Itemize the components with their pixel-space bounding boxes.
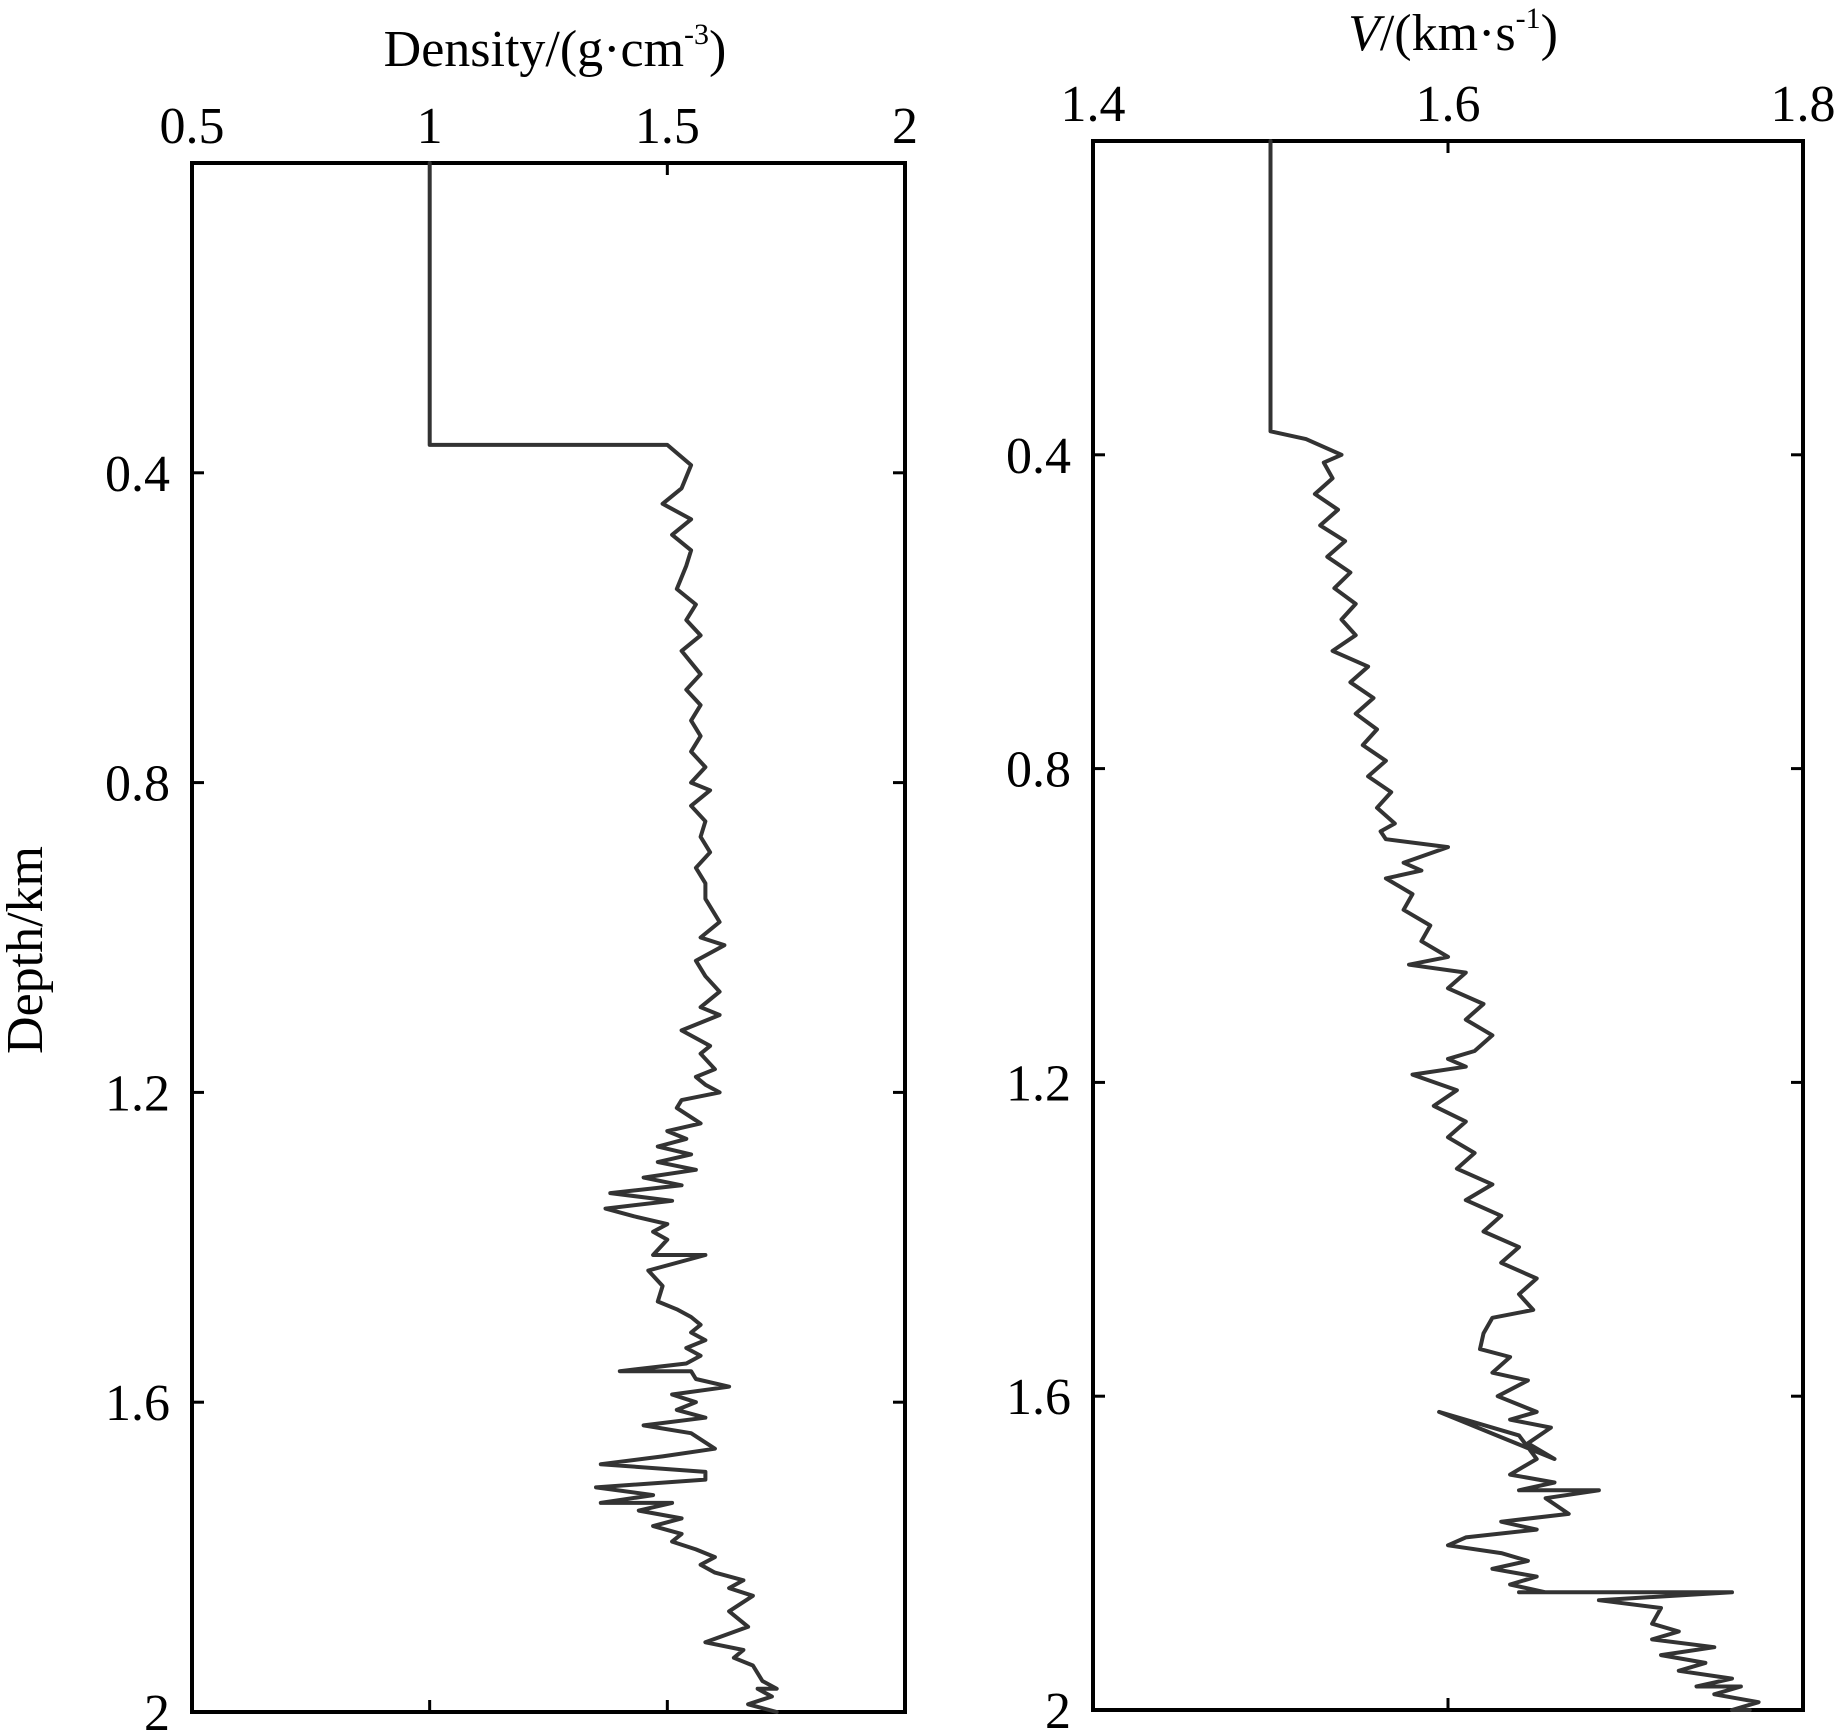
density-ticks: 0.5 1 1.5 2 0.4 0.8 1.2 1.6 2 [105,98,918,1731]
velocity-ytick-label: 1.2 [1006,1055,1071,1112]
density-ytick-label: 1.2 [105,1065,170,1122]
velocity-ytick-label: 0.8 [1006,742,1071,799]
density-plot-area [190,161,907,1714]
density-ytick-label: 0.8 [105,756,170,813]
density-xtick-label: 1.5 [635,98,700,155]
velocity-ytick-label: 1.6 [1006,1369,1071,1426]
density-series-line [427,161,779,1714]
velocity-xtick-label: 1.6 [1416,76,1481,133]
velocity-ytick-label: 0.4 [1006,428,1071,485]
density-ytick-label: 2 [144,1685,170,1731]
velocity-ytick-label: 2 [1045,1683,1071,1731]
density-xtick-label: 2 [892,98,918,155]
density-ytick-label: 0.4 [105,446,170,503]
velocity-xtick-label: 1.4 [1061,76,1126,133]
velocity-xtick-label: 1.8 [1771,76,1836,133]
depth-axis-title: Depth/km [0,846,54,1054]
velocity-axes-frame [1091,139,1805,1712]
density-xtick-label: 1 [417,98,443,155]
density-panel: Density/(g·cm-3) 0.5 1 1.5 2 0.4 0.8 1.2 1.6 2 [105,18,918,1731]
density-ytick-label: 1.6 [105,1375,170,1432]
velocity-panel: V/(km·s-1) 1.4 1.6 1.8 0.4 0.8 1.2 1.6 2 [1006,2,1836,1731]
velocity-series-line [1268,139,1761,1712]
velocity-plot-area [1091,139,1805,1712]
velocity-axis-title: V/(km·s-1) [1348,2,1558,62]
velocity-ticks: 1.4 1.6 1.8 0.4 0.8 1.2 1.6 2 [1006,76,1836,1731]
density-axis-title: Density/(g·cm-3) [384,18,727,78]
density-axes-frame [190,161,907,1714]
density-xtick-label: 0.5 [160,98,225,155]
